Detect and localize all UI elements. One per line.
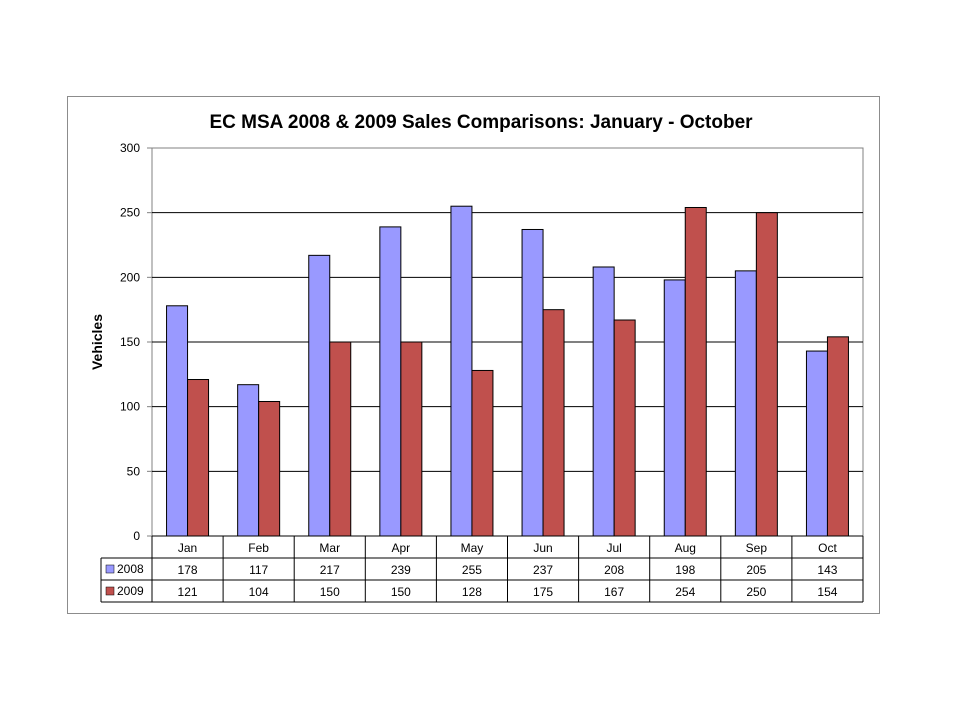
bar-2009-Feb [258, 400, 281, 537]
y-tick-label: 150 [120, 335, 140, 349]
table-value: 154 [817, 585, 837, 599]
x-tick-label: Apr [392, 541, 411, 555]
table-value: 121 [178, 585, 198, 599]
y-tick-label: 0 [133, 529, 140, 543]
x-tick-label: Jun [533, 541, 552, 555]
table-value: 175 [533, 585, 553, 599]
bar-2009-Oct [826, 336, 849, 537]
table-value: 128 [462, 585, 482, 599]
bar-2009-Aug [684, 206, 707, 537]
table-value: 178 [178, 563, 198, 577]
bar-2009-Jun [542, 309, 565, 537]
x-tick-label: Sep [746, 541, 768, 555]
y-tick-label: 100 [120, 400, 140, 414]
bar-2009-Mar [329, 341, 352, 537]
bar-2009-Sep [755, 212, 778, 537]
legend-label: 2008 [117, 562, 144, 576]
bar-2009-Apr [400, 341, 423, 537]
table-value: 205 [746, 563, 766, 577]
table-value: 208 [604, 563, 624, 577]
x-tick-label: Feb [248, 541, 269, 555]
table-value: 143 [817, 563, 837, 577]
x-tick-label: May [461, 541, 484, 555]
table-value: 239 [391, 563, 411, 577]
bar-2009-Jul [613, 319, 636, 537]
chart-title: EC MSA 2008 & 2009 Sales Comparisons: Ja… [209, 112, 753, 133]
x-tick-label: Mar [319, 541, 340, 555]
x-tick-label: Oct [818, 541, 837, 555]
table-value: 150 [391, 585, 411, 599]
bar-2009-May [471, 369, 494, 537]
bar-2008-Apr [379, 226, 402, 537]
x-tick-label: Jan [178, 541, 197, 555]
bar-2008-Feb [237, 384, 260, 537]
bar-2008-Oct [805, 350, 828, 537]
bar-2008-May [450, 205, 473, 537]
legend-swatch-2009 [105, 586, 115, 596]
x-tick-label: Jul [606, 541, 621, 555]
bar-2008-Jul [592, 266, 615, 537]
table-value: 150 [320, 585, 340, 599]
table-value: 104 [249, 585, 269, 599]
y-tick-label: 250 [120, 206, 140, 220]
table-value: 198 [675, 563, 695, 577]
legend-label: 2009 [117, 584, 144, 598]
bar-2008-Sep [734, 270, 757, 537]
bar-2008-Mar [308, 254, 331, 537]
table-value: 237 [533, 563, 553, 577]
bar-2009-Jan [187, 379, 210, 537]
table-value: 250 [746, 585, 766, 599]
x-tick-label: Aug [675, 541, 696, 555]
chart-svg: EC MSA 2008 & 2009 Sales Comparisons: Ja… [89, 112, 864, 603]
y-axis-label: Vehicles [89, 314, 105, 370]
legend-swatch-2008 [105, 564, 115, 574]
y-tick-label: 300 [120, 141, 140, 155]
table-value: 117 [249, 563, 268, 577]
y-tick-label: 50 [127, 464, 141, 478]
chart-frame: EC MSA 2008 & 2009 Sales Comparisons: Ja… [67, 96, 880, 614]
bar-2008-Jun [521, 228, 544, 537]
table-value: 167 [604, 585, 624, 599]
bar-2008-Jan [166, 305, 189, 537]
y-tick-label: 200 [120, 270, 140, 284]
table-value: 255 [462, 563, 482, 577]
table-value: 217 [320, 563, 340, 577]
table-value: 254 [675, 585, 695, 599]
bar-2008-Aug [663, 279, 686, 537]
